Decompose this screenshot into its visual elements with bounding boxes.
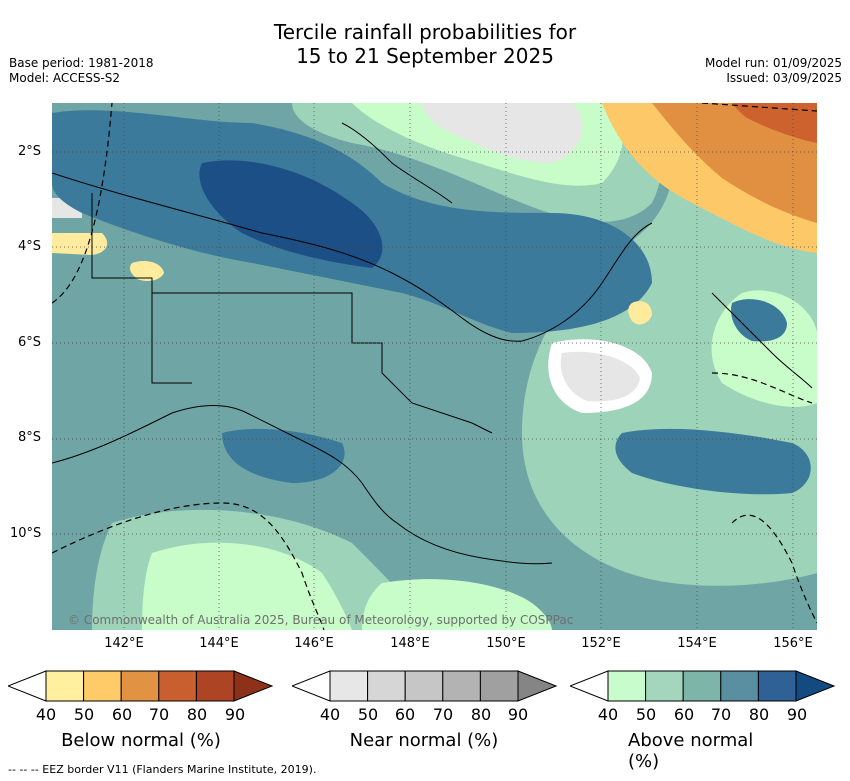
colorbar-segment — [757, 670, 797, 702]
bougainville-outline — [711, 292, 813, 389]
coastline-north — [52, 172, 653, 342]
chart-title: Tercile rainfall probabilities for 15 to… — [0, 20, 850, 68]
near-tick-40: 40 — [319, 705, 341, 724]
above-tick-40: 40 — [597, 705, 619, 724]
below-normal-title: Below normal (%) — [61, 730, 221, 751]
probability-map — [52, 103, 817, 630]
above-normal-title: Above normal (%) — [628, 730, 754, 772]
border-west — [91, 193, 192, 384]
below-70-region — [652, 103, 817, 223]
colorbar-segment — [83, 670, 122, 702]
run-info: Model run: 01/09/2025 Issued: 03/09/2025 — [705, 56, 842, 86]
lat-label-8s: 8°S — [18, 430, 42, 445]
lon-label-144e: 144°E — [199, 636, 239, 651]
near-normal-patch-n — [422, 103, 583, 163]
colorbar-segment — [442, 670, 481, 702]
below-tick-40: 40 — [35, 705, 57, 724]
colorbar-segment — [645, 670, 684, 702]
above-80-region-w — [222, 428, 345, 483]
below-50-patch-w — [52, 233, 108, 255]
colorbar-segment — [479, 670, 519, 702]
above-tick-60: 60 — [673, 705, 695, 724]
map-svg — [52, 103, 817, 630]
colorbar-below-svg — [6, 670, 274, 702]
colorbar-segment — [45, 670, 85, 702]
above-80-region-se — [615, 428, 811, 495]
colorbar-extend-high — [517, 670, 558, 702]
above-50-region-sw — [142, 542, 352, 630]
colorbar-segment — [120, 670, 160, 702]
lon-label-154e: 154°E — [677, 636, 717, 651]
below-50-patch-e — [628, 301, 652, 325]
lon-label-148e: 148°E — [390, 636, 430, 651]
near-normal-title: Near normal (%) — [349, 730, 499, 751]
model-run: Model run: 01/09/2025 — [704, 56, 842, 70]
colorbar-above-normal — [568, 670, 836, 706]
colorbar-segment — [720, 670, 759, 702]
coastline-south — [52, 405, 553, 565]
colorbar-segment — [682, 670, 722, 702]
below-tick-90: 90 — [224, 705, 246, 724]
above-90-region — [199, 160, 383, 268]
colorbar-segment — [195, 670, 235, 702]
below-tick-80: 80 — [186, 705, 208, 724]
below-50-patch-w2 — [129, 261, 164, 281]
colorbar-extend-low — [290, 670, 331, 702]
colorbar-above-svg — [568, 670, 836, 702]
issued-date: Issued: 03/09/2025 — [726, 71, 842, 85]
lat-label-6s: 6°S — [18, 335, 42, 350]
colorbar-segment — [607, 670, 647, 702]
below-80-region — [732, 103, 817, 143]
colorbar-near-normal — [290, 670, 558, 706]
colorbar-segment — [158, 670, 197, 702]
above-tick-80: 80 — [748, 705, 770, 724]
lon-label-146e: 146°E — [294, 636, 334, 651]
lon-label-150e: 150°E — [486, 636, 526, 651]
near-tick-60: 60 — [394, 705, 416, 724]
base-period: Base period: 1981-2018 — [9, 56, 154, 70]
near-tick-90: 90 — [507, 705, 529, 724]
eez-border-e — [711, 372, 813, 404]
above-tick-50: 50 — [635, 705, 657, 724]
above-tick-90: 90 — [786, 705, 808, 724]
eez-border-se — [731, 514, 817, 624]
province-borders — [152, 292, 493, 434]
eez-border-sw — [52, 502, 325, 630]
above-80-region-e — [731, 299, 787, 342]
lon-label-156e: 156°E — [773, 636, 813, 651]
colorbar-segment — [367, 670, 406, 702]
near-tick-80: 80 — [470, 705, 492, 724]
copyright-notice: © Commonwealth of Australia 2025, Bureau… — [68, 613, 574, 627]
colorbar-extend-low — [568, 670, 609, 702]
eez-border-w — [52, 103, 113, 304]
colorbar-extend-high — [233, 670, 274, 702]
title-line-1: Tercile rainfall probabilities for — [273, 20, 577, 44]
colorbar-below-normal — [6, 670, 274, 706]
model-info: Base period: 1981-2018 Model: ACCESS-S2 — [9, 56, 154, 86]
near-tick-70: 70 — [432, 705, 454, 724]
colorbar-extend-high — [795, 670, 836, 702]
above-50-region-s — [362, 579, 552, 630]
lat-label-10s: 10°S — [10, 526, 42, 541]
colorbar-segment — [404, 670, 444, 702]
above-tick-70: 70 — [710, 705, 732, 724]
title-line-2: 15 to 21 September 2025 — [296, 44, 554, 68]
colorbar-extend-low — [6, 670, 47, 702]
colorbar-segment — [329, 670, 369, 702]
model-name: Model: ACCESS-S2 — [9, 71, 121, 85]
island-outline — [341, 122, 453, 204]
below-tick-60: 60 — [111, 705, 133, 724]
eez-footnote: -- -- -- EEZ border V11 (Flanders Marine… — [8, 763, 317, 776]
near-tick-50: 50 — [357, 705, 379, 724]
colorbar-near-svg — [290, 670, 558, 702]
lon-label-142e: 142°E — [104, 636, 144, 651]
below-tick-50: 50 — [73, 705, 95, 724]
lat-label-2s: 2°S — [18, 144, 42, 159]
lon-label-152e: 152°E — [581, 636, 621, 651]
below-tick-70: 70 — [148, 705, 170, 724]
near-normal-patch-e — [560, 351, 640, 402]
lat-label-4s: 4°S — [18, 239, 42, 254]
